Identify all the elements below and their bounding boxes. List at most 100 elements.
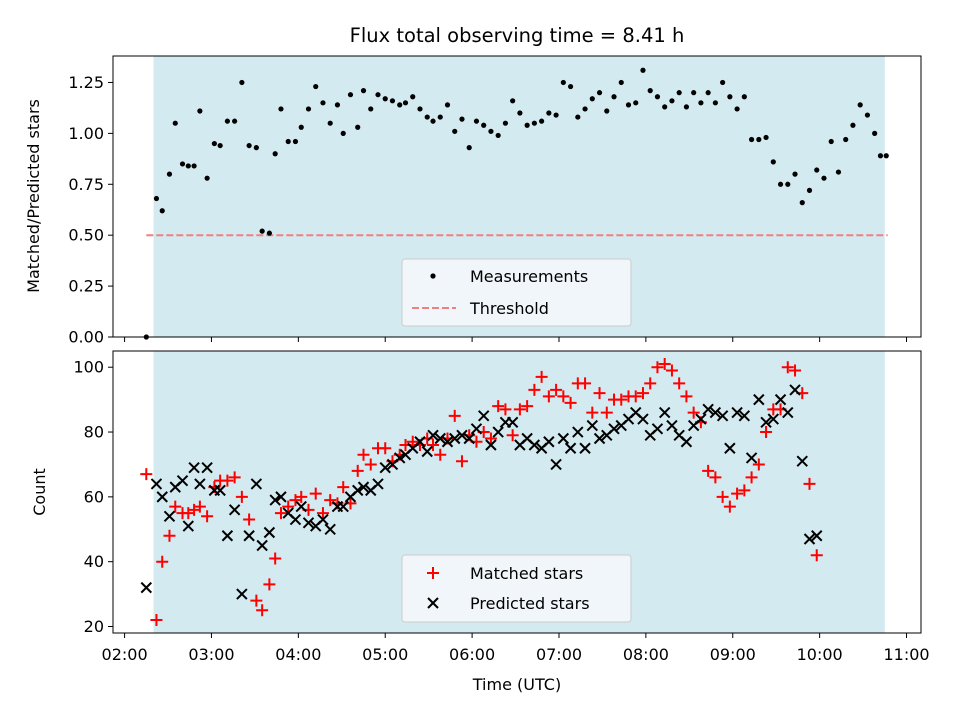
top-y-tick-label: 0.25	[68, 277, 104, 296]
measurement-point	[278, 106, 284, 112]
predicted-star-point	[550, 458, 562, 471]
measurement-point	[669, 98, 675, 104]
measurement-point	[459, 116, 465, 122]
predicted-star-point	[372, 478, 384, 490]
measurement-point	[266, 230, 272, 236]
matched-star-point	[738, 484, 751, 497]
measurement-point	[575, 114, 581, 120]
measurement-point	[618, 79, 624, 86]
measurement-point	[596, 90, 603, 96]
matched-star-point	[263, 578, 276, 591]
matched-star-point	[673, 377, 686, 390]
measurement-point	[159, 208, 165, 214]
predicted-star-point	[214, 484, 226, 497]
bottom-y-axis: 20 40 60 80 100	[73, 358, 113, 636]
predicted-star-point	[163, 510, 176, 523]
measurement-point	[305, 106, 312, 112]
top-y-tick-label: 0.00	[68, 328, 104, 347]
matched-star-point	[221, 474, 234, 487]
top-y-axis: 0.00 0.25 0.50 0.75 1.00 1.25	[68, 73, 113, 347]
measurement-point	[253, 145, 259, 151]
measurement-point	[217, 142, 223, 149]
predicted-star-point	[724, 442, 736, 454]
measurement-point	[792, 171, 798, 177]
predicted-star-point	[357, 481, 370, 493]
measurement-point	[389, 98, 396, 104]
matched-star-point	[665, 364, 678, 377]
predicted-star-point	[427, 429, 439, 441]
predicted-star-point	[477, 410, 490, 422]
measurement-point	[320, 100, 326, 106]
x-tick-label: 10:00	[797, 645, 843, 664]
top-legend-box	[401, 258, 632, 327]
x-tick-label: 05:00	[362, 645, 408, 664]
matched-star-point	[427, 439, 440, 451]
matched-star-point	[781, 361, 794, 374]
measurement-point	[402, 100, 409, 106]
measurement-point	[239, 79, 245, 86]
matched-star-point	[600, 406, 613, 419]
predicted-star-point	[731, 406, 743, 419]
measurement-point	[452, 128, 458, 134]
measurement-point	[424, 114, 430, 120]
legend-measurements-marker	[430, 273, 436, 279]
measurement-point	[883, 153, 889, 159]
predicted-star-point	[275, 491, 287, 503]
matched-star-point	[550, 383, 563, 396]
matched-star-point	[723, 500, 736, 513]
measurement-point	[204, 175, 210, 181]
measurement-point	[272, 151, 278, 157]
matched-star-point	[687, 406, 700, 419]
bottom-y-tick-label: 100	[73, 358, 104, 377]
legend-matched-label: Matched stars	[470, 564, 583, 583]
measurement-point	[539, 118, 545, 124]
predicted-star-point	[414, 436, 426, 448]
bottom-legend-box	[401, 554, 632, 623]
measurement-point	[756, 136, 762, 143]
top-y-tick-label: 0.75	[68, 175, 104, 194]
predicted-star-point	[269, 494, 281, 506]
top-x-tick-marks	[124, 337, 908, 342]
matched-star-point	[448, 409, 461, 422]
x-tick-label: 07:00	[536, 645, 582, 664]
bottom-y-tick-label: 40	[84, 552, 104, 571]
predicted-star-point	[695, 413, 707, 425]
predicted-star-point	[745, 452, 758, 464]
predicted-star-point	[608, 423, 620, 435]
predicted-star-point	[194, 478, 206, 490]
matched-star-point	[731, 487, 744, 500]
measurement-point	[191, 163, 197, 169]
measurement-point	[843, 136, 849, 143]
measurement-point	[734, 106, 740, 112]
matched-star-point	[309, 487, 322, 500]
measurement-point	[553, 112, 559, 118]
measurement-point	[502, 120, 509, 126]
predicted-star-point	[337, 500, 349, 513]
predicted-star-point	[441, 436, 454, 448]
measurement-point	[172, 120, 178, 126]
predicted-star-point	[394, 452, 406, 464]
measurement-point	[410, 94, 416, 100]
measurement-point	[437, 114, 443, 120]
matched-star-point	[357, 448, 370, 461]
matched-star-point	[169, 500, 182, 513]
bottom-y-tick-label: 80	[84, 423, 104, 442]
measurement-point	[531, 120, 537, 126]
measurement-point	[375, 92, 381, 98]
matched-star-point	[636, 387, 649, 400]
measurement-point	[179, 161, 186, 167]
predicted-star-point	[156, 491, 168, 503]
predicted-star-point	[753, 393, 765, 406]
predicted-star-point	[796, 455, 808, 467]
top-y-axis-label: Matched/Predicted stars	[24, 99, 43, 293]
predicted-star-point	[352, 484, 364, 497]
measurement-point	[224, 118, 230, 124]
predicted-star-point	[716, 410, 729, 422]
matched-star-point	[702, 464, 715, 477]
matched-star-point	[535, 370, 548, 383]
measurement-point	[360, 88, 367, 94]
predicted-star-point	[470, 423, 483, 435]
matched-star-point	[492, 400, 505, 413]
measurement-point	[683, 104, 690, 110]
legend-predicted-label: Predicted stars	[470, 594, 590, 613]
